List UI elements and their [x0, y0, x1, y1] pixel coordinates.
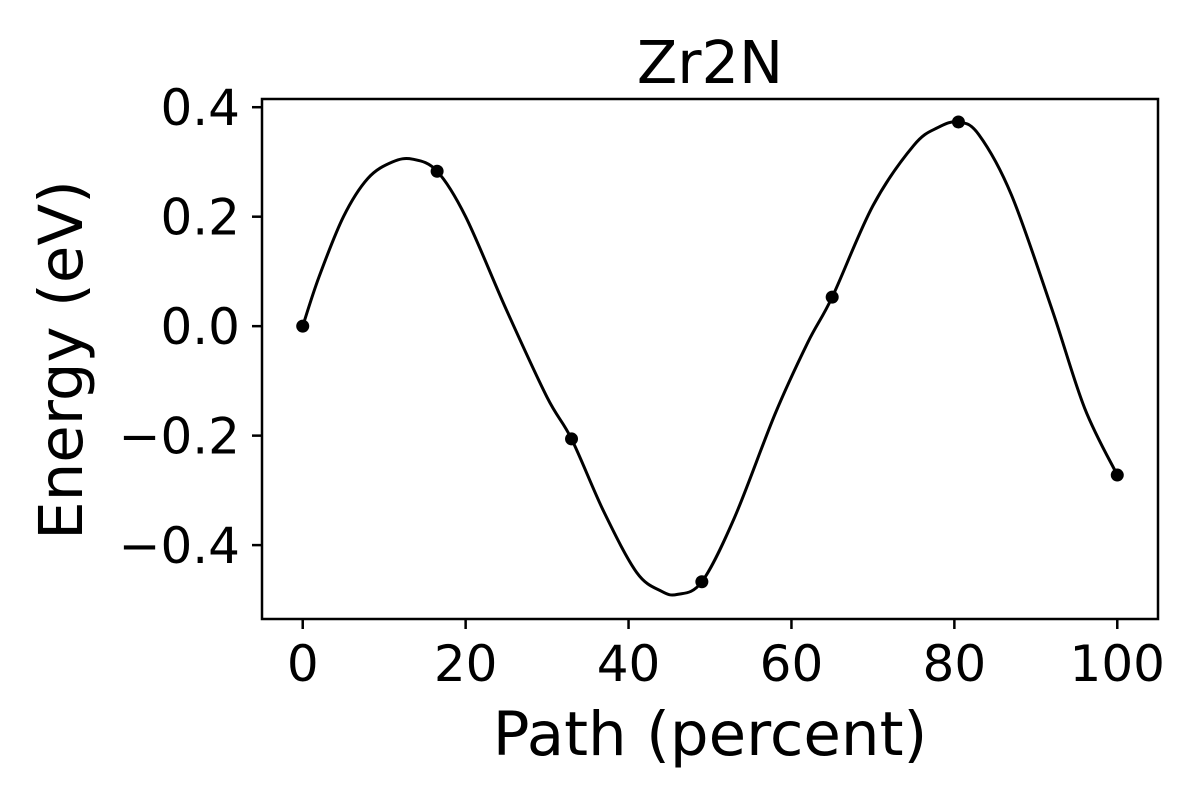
x-tick-label: 40 — [597, 635, 661, 693]
x-axis-title: Path (percent) — [493, 699, 928, 770]
y-tick-label: −0.2 — [119, 408, 240, 466]
y-tick-label: 0.0 — [160, 298, 240, 356]
data-point — [825, 290, 839, 304]
y-tick-label: 0.4 — [160, 79, 240, 137]
x-tick-label: 80 — [923, 635, 987, 693]
x-tick-label: 100 — [1070, 635, 1165, 693]
x-tick-label: 20 — [434, 635, 498, 693]
y-tick-label: 0.2 — [160, 189, 240, 247]
data-point — [430, 164, 444, 178]
plot-area-frame — [260, 97, 1160, 621]
data-point — [951, 115, 965, 129]
data-point — [565, 432, 579, 446]
series-line — [301, 120, 1119, 597]
x-tick-label: 60 — [760, 635, 824, 693]
data-point — [695, 575, 709, 589]
y-axis-title: Energy (eV) — [26, 180, 97, 540]
x-tick-label: 0 — [287, 635, 319, 693]
data-point — [296, 319, 310, 333]
y-tick-label: −0.4 — [119, 517, 240, 575]
data-point — [1110, 468, 1124, 482]
chart-title: Zr2N — [637, 28, 783, 97]
